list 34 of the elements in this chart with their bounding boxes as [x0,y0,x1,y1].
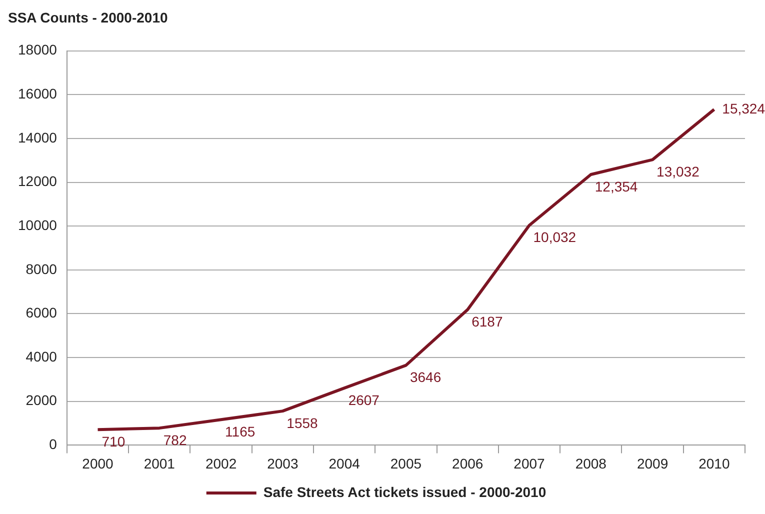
legend-label: Safe Streets Act tickets issued - 2000-2010 [263,484,546,500]
x-tick-label: 2007 [514,455,546,472]
data-label: 10,032 [533,229,576,246]
y-tick-label: 18000 [18,42,58,58]
data-label: 1558 [286,414,318,431]
y-tick-label: 12000 [18,173,58,190]
y-tick-label: 4000 [26,348,58,364]
x-tick-label: 2008 [575,455,607,472]
y-tick-label: 2000 [26,392,58,408]
data-label: 6187 [472,313,503,330]
data-label: 13,032 [656,164,700,180]
x-tick-label: 2001 [144,455,176,472]
x-tick-label: 2006 [452,455,484,472]
x-tick-label: 2000 [82,455,114,472]
y-tick-label: 10000 [18,216,58,233]
y-tick-label: 14000 [18,129,58,146]
x-tick-label: 2004 [328,455,360,472]
x-tick-label: 2010 [698,455,730,472]
data-label: 2607 [348,392,380,408]
y-tick-label: 0 [49,436,58,452]
y-tick-label: 16000 [18,85,58,102]
x-tick-label: 2005 [390,455,422,472]
y-tick-label: 8000 [26,260,58,277]
data-label: 15,324 [722,100,765,116]
x-tick-label: 2009 [636,455,668,472]
y-tick-label: 6000 [26,304,58,321]
data-label: 710 [102,434,126,450]
x-tick-label: 2003 [267,455,298,472]
data-label: 12,354 [594,178,638,194]
chart-title: SSA Counts - 2000-2010 [8,9,168,26]
data-label: 1165 [225,424,256,440]
x-tick-label: 2002 [205,455,237,472]
data-label: 782 [163,432,187,448]
data-label: 3646 [410,369,442,386]
